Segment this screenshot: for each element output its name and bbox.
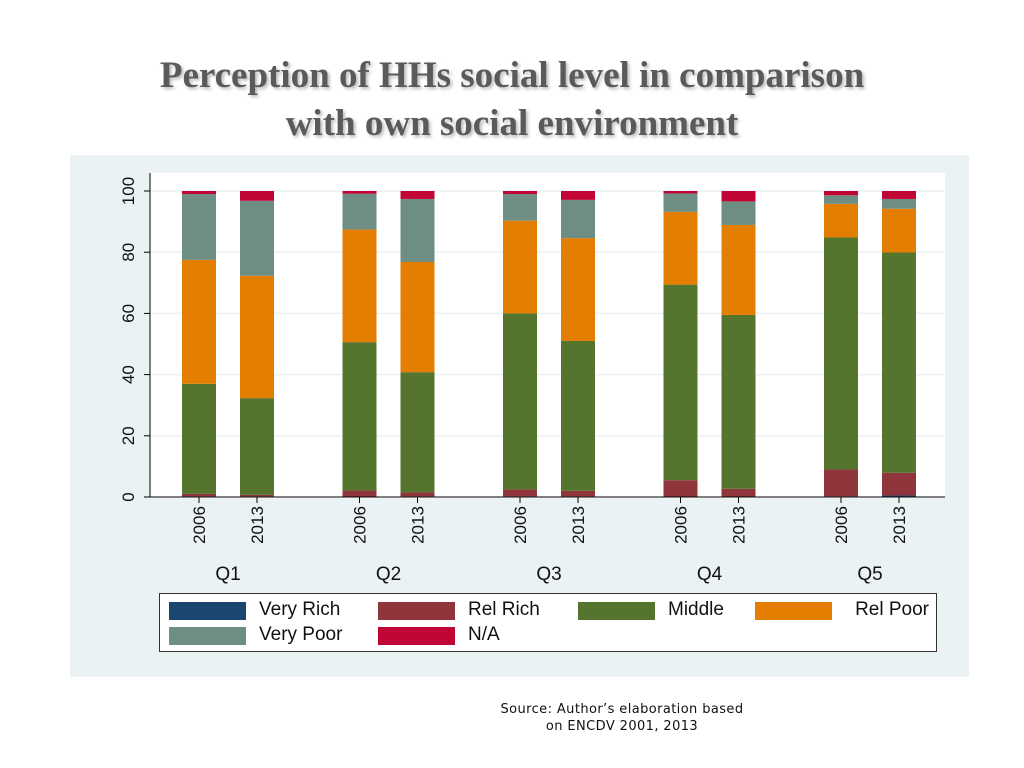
bar-segment-very-poor xyxy=(882,198,916,209)
source-note: Source: Author’s elaboration based on EN… xyxy=(480,701,764,735)
legend-label: Rel Rich xyxy=(468,599,540,620)
x-tick-label: 2013 xyxy=(890,506,909,544)
legend-label: Very Rich xyxy=(259,599,341,620)
y-tick-label: 40 xyxy=(119,365,138,384)
group-labels: Q1 Q2 Q3 Q4 Q5 xyxy=(215,564,882,585)
bar-segment-n-a xyxy=(240,191,274,201)
y-tick-label: 60 xyxy=(119,304,138,323)
bar-segment-very-poor xyxy=(561,199,595,239)
group-label: Q2 xyxy=(376,564,401,585)
legend-swatch xyxy=(578,602,655,620)
x-tick-label: 2013 xyxy=(569,506,588,544)
grid-lines xyxy=(150,190,945,437)
y-tick-label: 20 xyxy=(119,426,138,445)
bar-segment-very-poor xyxy=(400,198,435,262)
bar-segment-rel-rich xyxy=(663,480,698,497)
bar-segment-middle xyxy=(182,383,216,494)
x-tick-label: 2006 xyxy=(832,506,851,544)
bar-segment-rel-poor xyxy=(342,229,377,343)
source-line-2: on ENCDV 2001, 2013 xyxy=(545,719,699,734)
x-axis-ticks: 2006 2013 2006 2013 2006 2013 2006 2013 2006 2013 xyxy=(190,497,909,544)
bar-segment-rel-poor xyxy=(721,224,756,315)
group-label: Q5 xyxy=(857,564,882,585)
chart-panel: 0 20 40 60 80 100 2006 2013 2006 2013 2006 2013 200… xyxy=(70,155,969,677)
bar-segment-middle xyxy=(663,284,698,481)
bar-segment-very-rich xyxy=(882,495,916,497)
legend-swatch xyxy=(755,602,832,620)
y-tick-label: 80 xyxy=(119,243,138,262)
bar-segment-rel-poor xyxy=(240,275,274,399)
plot-area xyxy=(150,173,945,498)
legend-label: Rel Poor xyxy=(855,599,929,620)
bar-segment-n-a xyxy=(663,191,698,194)
bar-segment-middle xyxy=(503,313,537,490)
bar-segment-very-poor xyxy=(240,200,274,276)
bar-segment-rel-rich xyxy=(400,492,435,497)
bar-segment-rel-poor xyxy=(561,238,595,341)
bar-segment-rel-rich xyxy=(342,490,377,497)
x-tick-label: 2006 xyxy=(672,506,691,544)
y-axis-ticks: 0 20 40 60 80 100 xyxy=(119,177,150,502)
bar-segment-middle xyxy=(721,314,756,489)
bar-segment-rel-rich xyxy=(561,490,595,497)
bar-segment-rel-poor xyxy=(824,203,858,238)
bar-segment-middle xyxy=(824,237,858,470)
source-line-1: Source: Author’s elaboration based xyxy=(500,702,744,717)
bar-segment-very-poor xyxy=(342,193,377,230)
legend-swatch xyxy=(378,627,455,645)
slide-title-line-2: with own social environment xyxy=(285,103,739,144)
slide-title-line-1: Perception of HHs social level in compar… xyxy=(159,55,865,96)
bar-segment-n-a xyxy=(400,191,435,199)
bar-segment-rel-rich xyxy=(824,469,858,497)
bar-segment-very-poor xyxy=(503,194,537,221)
bar-segment-rel-rich xyxy=(882,472,916,496)
group-label: Q4 xyxy=(697,564,723,585)
bars xyxy=(182,191,916,497)
bar-segment-rel-poor xyxy=(882,208,916,253)
y-tick-label: 0 xyxy=(119,492,138,501)
bar-segment-middle xyxy=(342,342,377,491)
legend-label: Middle xyxy=(668,599,724,620)
bar-segment-n-a xyxy=(182,191,216,195)
legend-swatch xyxy=(169,602,246,620)
bar-segment-n-a xyxy=(882,191,916,199)
legend: Very Rich Rel Rich Middle Rel Poor Very Poor… xyxy=(159,593,937,652)
bar-segment-middle xyxy=(882,252,916,473)
x-tick-label: 2013 xyxy=(409,506,428,544)
legend-label: N/A xyxy=(468,624,500,645)
legend-swatch xyxy=(378,602,455,620)
bar-segment-very-poor xyxy=(721,201,756,225)
bar-segment-rel-rich xyxy=(240,494,274,497)
bar-segment-very-poor xyxy=(182,194,216,260)
bar-segment-middle xyxy=(400,372,435,493)
x-tick-label: 2013 xyxy=(248,506,267,544)
group-label: Q3 xyxy=(536,564,561,585)
x-tick-label: 2013 xyxy=(730,506,749,544)
bar-segment-rel-rich xyxy=(503,489,537,497)
legend-swatch xyxy=(169,627,246,645)
x-tick-label: 2006 xyxy=(511,506,530,544)
x-tick-label: 2006 xyxy=(351,506,370,544)
bar-segment-rel-poor xyxy=(400,261,435,373)
bar-segment-very-poor xyxy=(663,193,698,212)
bar-segment-rel-rich xyxy=(182,493,216,497)
bar-segment-n-a xyxy=(503,191,537,195)
bar-segment-n-a xyxy=(561,191,595,200)
bar-segment-rel-poor xyxy=(182,259,216,384)
bar-segment-middle xyxy=(561,340,595,491)
bar-segment-rel-poor xyxy=(503,220,537,314)
legend-label: Very Poor xyxy=(259,624,343,645)
bar-segment-middle xyxy=(240,398,274,495)
bar-segment-n-a xyxy=(721,191,756,202)
bar-segment-n-a xyxy=(342,191,377,194)
group-label: Q1 xyxy=(215,564,240,585)
x-tick-label: 2006 xyxy=(190,506,209,544)
bar-segment-rel-rich xyxy=(721,488,756,497)
bar-segment-rel-poor xyxy=(663,211,698,285)
y-tick-label: 100 xyxy=(119,177,138,205)
slide-title: Perception of HHs social level in compar… xyxy=(60,52,964,148)
bar-segment-very-poor xyxy=(824,195,858,204)
bar-segment-n-a xyxy=(824,191,858,196)
